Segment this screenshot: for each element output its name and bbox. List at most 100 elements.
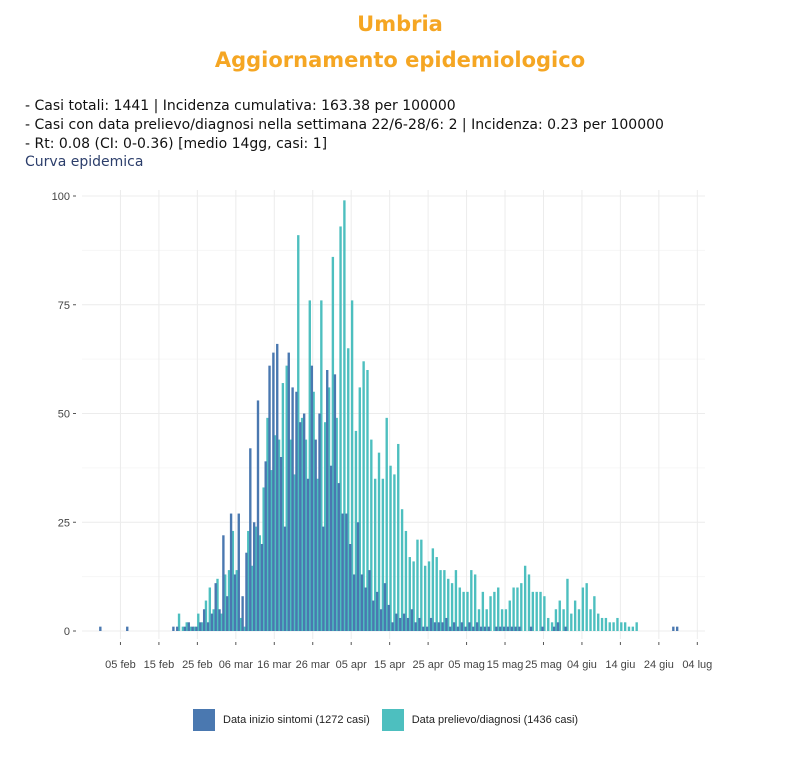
bar-sintomi (360, 574, 364, 631)
bar-sintomi (337, 483, 340, 631)
bar-diagnosi (604, 617, 608, 631)
bar-sintomi (514, 626, 517, 631)
bar-sintomi (483, 626, 487, 631)
bar-diagnosi (616, 617, 619, 631)
bar-diagnosi (462, 591, 465, 631)
bar-diagnosi (281, 383, 285, 631)
bar-sintomi (252, 522, 256, 631)
bar-sintomi (241, 596, 244, 631)
bar-diagnosi (600, 617, 604, 631)
bar-diagnosi (370, 439, 373, 631)
bar-sintomi (495, 626, 498, 631)
x-tick-label: 15 mag (487, 659, 524, 671)
y-tick-label: 100 (52, 191, 70, 203)
bar-diagnosi (397, 443, 400, 631)
x-tick-label: 15 apr (374, 659, 406, 671)
bar-sintomi (206, 622, 210, 631)
bar-diagnosi (500, 609, 504, 631)
bar-diagnosi (254, 526, 258, 631)
bar-sintomi (672, 626, 675, 631)
bar-diagnosi (470, 570, 473, 631)
bar-sintomi (379, 609, 383, 631)
bar-diagnosi (323, 422, 327, 631)
bar-diagnosi (481, 591, 485, 631)
bar-diagnosi (327, 387, 331, 631)
bar-diagnosi (258, 535, 261, 631)
bar-diagnosi (331, 256, 335, 631)
bar-diagnosi (635, 622, 638, 631)
bar-diagnosi (454, 570, 458, 631)
summary-weekly-cases: - Casi con data prelievo/diagnosi nella … (25, 117, 664, 133)
bar-sintomi (529, 626, 533, 631)
bar-sintomi (210, 613, 214, 631)
bar-sintomi (472, 626, 475, 631)
bar-diagnosi (366, 370, 369, 631)
bar-diagnosi (412, 561, 415, 631)
bar-sintomi (291, 387, 294, 631)
bar-sintomi (218, 609, 221, 631)
bar-sintomi (256, 400, 260, 631)
bar-diagnosi (308, 300, 311, 631)
bar-sintomi (510, 626, 513, 631)
bar-diagnosi (381, 478, 385, 631)
bar-sintomi (310, 365, 314, 631)
bar-diagnosi (585, 583, 588, 631)
bar-diagnosi (185, 622, 188, 631)
bar-diagnosi (300, 417, 304, 631)
legend-item-diagnosi[interactable]: Data prelievo/diagnosi (1436 casi) (381, 709, 578, 731)
bar-sintomi (237, 513, 240, 631)
bar-diagnosi (220, 613, 223, 631)
summary-total-cases: - Casi totali: 1441 | Incidenza cumulati… (25, 98, 456, 114)
bar-sintomi (372, 600, 375, 631)
bar-sintomi (272, 352, 275, 631)
bar-sintomi (433, 622, 437, 631)
bar-diagnosi (543, 596, 546, 631)
bar-sintomi (564, 626, 567, 631)
bar-diagnosi (262, 487, 265, 631)
bar-diagnosi (320, 300, 323, 631)
bar-sintomi (552, 626, 556, 631)
bar-diagnosi (316, 478, 319, 631)
bar-sintomi (299, 422, 302, 631)
bar-diagnosi (208, 587, 211, 631)
bar-diagnosi (562, 609, 565, 631)
bar-diagnosi (416, 539, 419, 631)
bar-sintomi (283, 526, 287, 631)
bar-diagnosi (243, 626, 246, 631)
legend-item-sintomi[interactable]: Data inizio sintomi (1272 casi) (193, 709, 370, 731)
bar-diagnosi (235, 570, 238, 631)
bar-diagnosi (520, 583, 523, 631)
bar-sintomi (176, 626, 179, 631)
bar-diagnosi (497, 587, 500, 631)
bar-diagnosi (204, 600, 208, 631)
bar-sintomi (187, 622, 190, 631)
bar-sintomi (287, 352, 290, 631)
bar-sintomi (268, 365, 271, 631)
bar-diagnosi (593, 596, 596, 631)
bar-sintomi (191, 626, 194, 631)
legend-label-sintomi: Data inizio sintomi (1272 casi) (223, 714, 370, 726)
bar-diagnosi (554, 609, 558, 631)
bar-diagnosi (535, 591, 538, 631)
bar-diagnosi (362, 361, 365, 631)
bar-sintomi (195, 626, 198, 631)
y-tick-label: 75 (58, 300, 70, 312)
x-tick-label: 05 apr (336, 659, 368, 671)
bar-sintomi (341, 513, 344, 631)
bar-diagnosi (504, 609, 508, 631)
bar-diagnosi (523, 565, 527, 631)
bar-diagnosi (373, 478, 377, 631)
bar-diagnosi (335, 417, 338, 631)
bar-diagnosi (227, 570, 231, 631)
x-axis: 05 feb 15 feb 25 feb 06 mar 16 mar 26 mar 05 a… (105, 642, 712, 671)
bar-diagnosi (239, 617, 242, 631)
bar-sintomi (675, 626, 679, 631)
bar-sintomi (452, 622, 456, 631)
bar-sintomi (487, 626, 490, 631)
bar-diagnosi (393, 474, 396, 631)
bar-diagnosi (627, 626, 631, 631)
bar-sintomi (399, 617, 402, 631)
bar-sintomi (541, 626, 544, 631)
x-tick-label: 04 giu (567, 659, 597, 671)
bar-diagnosi (573, 600, 577, 631)
